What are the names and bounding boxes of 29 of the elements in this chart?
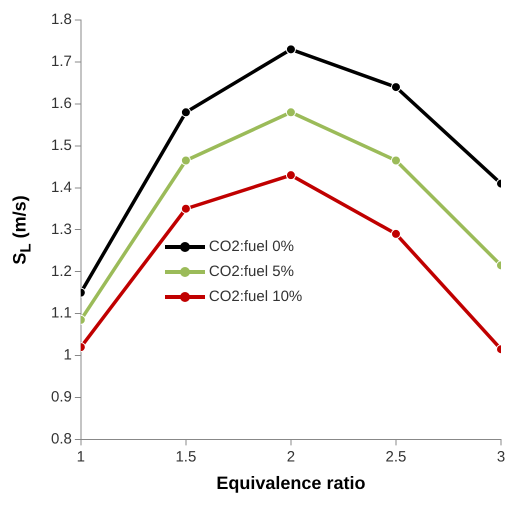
- point: [286, 44, 296, 54]
- y-tick-label: 1.8: [50, 11, 72, 28]
- point: [390, 228, 401, 239]
- point: [390, 82, 401, 92]
- y-tick-label: 0.8: [50, 430, 72, 448]
- legend-label: CO2:fuel 0%: [208, 238, 294, 256]
- y-tick-label: 0.9: [50, 388, 72, 406]
- y-tick-label: 1.2: [50, 262, 72, 280]
- point: [390, 156, 401, 166]
- point: [286, 170, 296, 180]
- y-tick-label: 1.1: [50, 304, 72, 322]
- x-tick-label: 3: [496, 448, 506, 466]
- x-tick-label: 1: [76, 448, 86, 466]
- legend-label: CO2:fuel 10%: [208, 288, 302, 306]
- y-tick-label: 1.6: [50, 95, 72, 112]
- y-tick-label: 1: [64, 346, 72, 364]
- point: [286, 107, 296, 118]
- y-tick-label: 1.4: [50, 178, 72, 196]
- point: [180, 107, 191, 118]
- x-tick-label: 2: [286, 448, 296, 466]
- y-tick-label: 1.7: [50, 53, 72, 70]
- point: [180, 156, 191, 166]
- point: [180, 204, 191, 214]
- x-tick-label: 1.5: [175, 448, 196, 466]
- legend-label: CO2:fuel 5%: [208, 263, 294, 280]
- y-tick-label: 1.3: [50, 220, 72, 238]
- x-axis-title: Equivalence ratio: [216, 473, 366, 494]
- x-tick-label: 2.5: [386, 448, 406, 466]
- y-tick-label: 1.5: [50, 136, 72, 154]
